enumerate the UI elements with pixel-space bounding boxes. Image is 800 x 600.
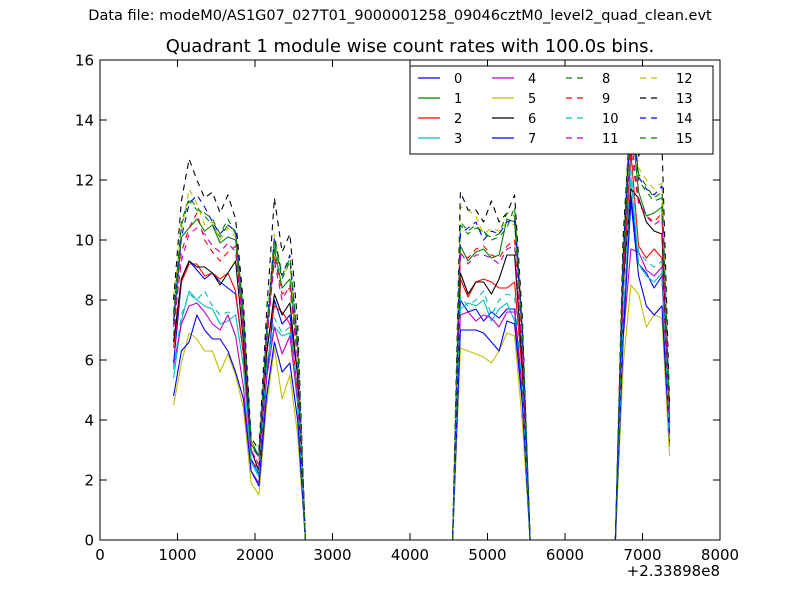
x-tick-label: 1000 <box>158 546 196 564</box>
series-line-3 <box>173 176 671 541</box>
figure-suptitle: Data file: modeM0/AS1G07_027T01_90000012… <box>88 8 712 24</box>
x-tick-label: 2000 <box>236 546 274 564</box>
x-tick-label: 6000 <box>546 546 584 564</box>
x-tick-label: 7000 <box>623 546 661 564</box>
x-tick-label: 0 <box>95 546 105 564</box>
legend-label-12: 12 <box>676 72 693 87</box>
legend-label-8: 8 <box>602 72 610 87</box>
y-tick-label: 0 <box>84 532 94 550</box>
series-line-13 <box>173 107 671 541</box>
legend-label-11: 11 <box>602 132 619 147</box>
series-line-0 <box>173 194 671 541</box>
legend-label-9: 9 <box>602 92 610 107</box>
legend-label-15: 15 <box>676 132 693 147</box>
y-tick-label: 2 <box>84 472 94 490</box>
y-tick-label: 10 <box>75 232 94 250</box>
legend-label-13: 13 <box>676 92 693 107</box>
legend-label-3: 3 <box>454 132 462 147</box>
chart-title: Quadrant 1 module wise count rates with … <box>165 36 655 57</box>
legend-label-4: 4 <box>528 72 536 87</box>
legend-box <box>409 65 714 155</box>
y-tick-label: 4 <box>84 412 94 430</box>
x-tick-label: 5000 <box>468 546 506 564</box>
y-tick-label: 8 <box>84 292 94 310</box>
legend-label-7: 7 <box>528 132 536 147</box>
axes: 0 1000 2000 3000 4000 5000 6000 7000 80000246810… <box>75 52 739 565</box>
series-line-1 <box>173 113 671 541</box>
series-line-10 <box>173 161 671 541</box>
series-line-14 <box>173 110 671 541</box>
x-tick-label: 4000 <box>391 546 429 564</box>
series-line-9 <box>173 149 671 541</box>
legend-label-6: 6 <box>528 112 536 127</box>
series-line-7 <box>173 200 671 541</box>
series-line-15 <box>173 104 671 541</box>
series-line-12 <box>173 98 671 541</box>
series-line-6 <box>173 188 671 541</box>
x-axis-offset-label: +2.33898e8 <box>626 562 720 580</box>
series-layer <box>173 98 671 541</box>
legend-label-5: 5 <box>528 92 536 107</box>
series-line-2 <box>173 152 671 541</box>
legend-label-10: 10 <box>602 112 619 127</box>
y-tick-label: 14 <box>75 112 94 130</box>
legend-label-1: 1 <box>454 92 462 107</box>
legend-label-0: 0 <box>454 72 462 87</box>
y-tick-label: 6 <box>84 352 94 370</box>
legend-label-14: 14 <box>676 112 693 127</box>
series-line-8 <box>173 98 671 541</box>
y-tick-label: 16 <box>75 52 94 70</box>
series-line-11 <box>173 134 671 541</box>
legend-label-2: 2 <box>454 112 462 127</box>
x-tick-label: 3000 <box>313 546 351 564</box>
x-tick-label: 8000 <box>701 546 739 564</box>
y-tick-label: 12 <box>75 172 94 190</box>
